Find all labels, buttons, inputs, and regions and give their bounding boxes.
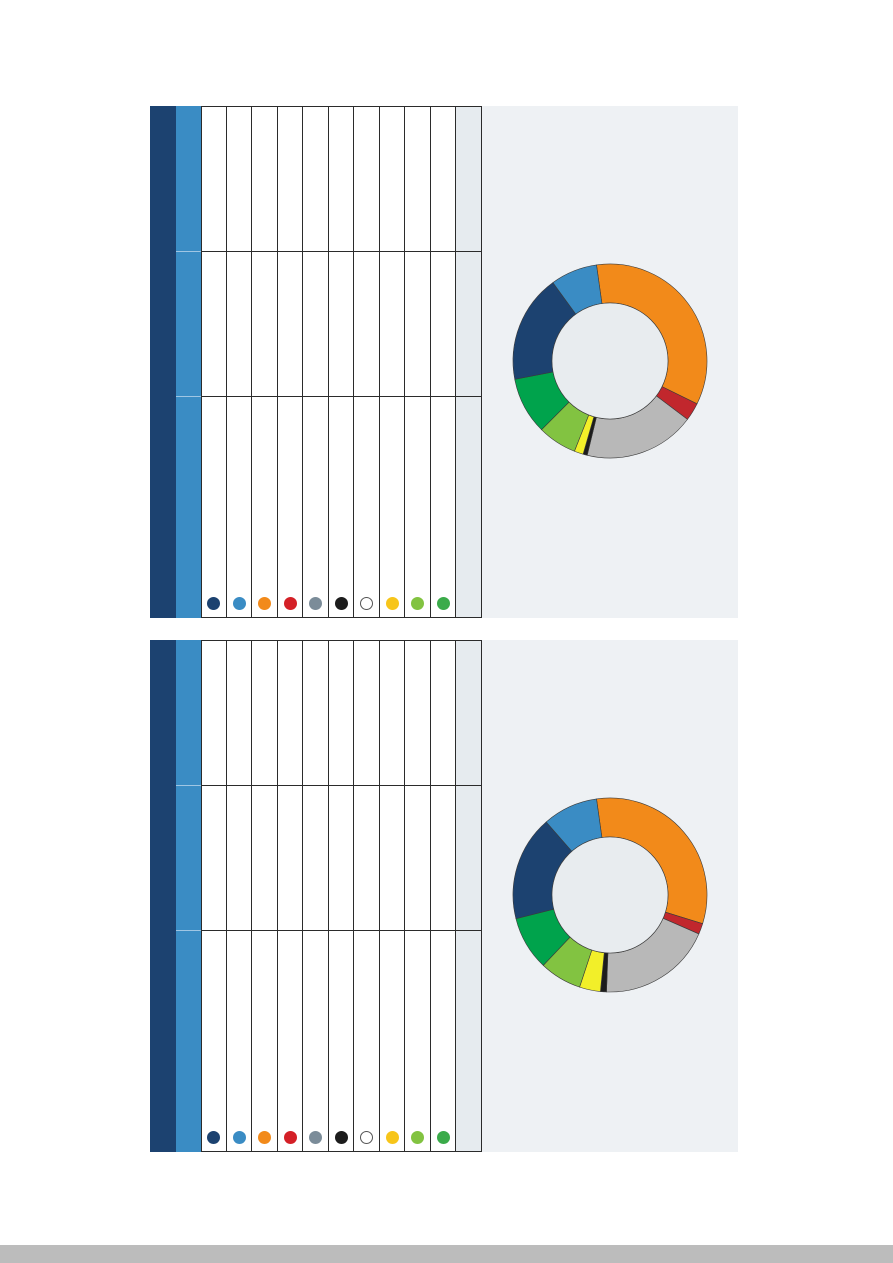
donut-chart-svg-2 [512,797,708,993]
table-header-divider [176,785,201,786]
legend-color-dot [385,1131,399,1144]
table-header-divider [176,251,201,252]
table-column [328,106,354,618]
donut-chart-2 [482,640,738,1152]
table-header-dark-strip [150,640,176,1152]
legend-color-dot [283,1131,297,1144]
legend-color-dot [309,597,322,610]
table-column [430,640,456,1152]
legend-color-dot [232,1131,246,1144]
legend-color-dot [436,1131,450,1144]
table-chart-panel-2 [150,640,738,1152]
table-column [430,106,456,618]
table-header-dark-strip [150,106,176,618]
table-row-divider [201,396,482,397]
table-column [354,106,380,618]
data-table-1 [150,106,482,618]
table-column [354,640,380,1152]
donut-hole [551,302,669,420]
table-column [379,106,405,618]
table-total-column [456,640,482,1152]
table-column [405,106,431,618]
table-row-divider [201,785,482,786]
legend-color-dot [232,597,246,610]
table-column [277,640,303,1152]
legend-color-dot [360,597,373,610]
legend-color-dot [334,1131,348,1144]
table-column [252,640,278,1152]
data-table-2 [150,640,482,1152]
table-row-divider [201,930,482,931]
legend-color-dot [207,1131,220,1144]
table-column [379,640,405,1152]
table-header-blue-strip [176,640,201,1152]
legend-color-dot [411,597,424,610]
table-header-divider [176,930,201,931]
table-column [226,106,252,618]
table-column [252,106,278,618]
table-column [328,640,354,1152]
legend-color-dot [258,597,271,610]
table-column [303,106,329,618]
footer-bar [0,1245,893,1263]
legend-color-dot [334,597,348,610]
donut-chart-svg-1 [512,263,708,459]
legend-color-dot [360,1131,373,1144]
table-column [303,640,329,1152]
table-header-blue-strip [176,106,201,618]
table-column [405,640,431,1152]
table-column [201,106,227,618]
table-column [277,106,303,618]
legend-color-dot [283,597,297,610]
table-chart-panel-1 [150,106,738,618]
legend-color-dot [207,597,220,610]
table-total-column [456,106,482,618]
legend-color-dot [436,597,450,610]
donut-chart-1 [482,106,738,618]
table-row-divider [201,251,482,252]
table-column [201,640,227,1152]
table-header-divider [176,396,201,397]
legend-color-dot [411,1131,424,1144]
table-column [226,640,252,1152]
legend-color-dot [258,1131,271,1144]
legend-color-dot [385,597,399,610]
donut-hole [551,836,669,954]
legend-color-dot [309,1131,322,1144]
